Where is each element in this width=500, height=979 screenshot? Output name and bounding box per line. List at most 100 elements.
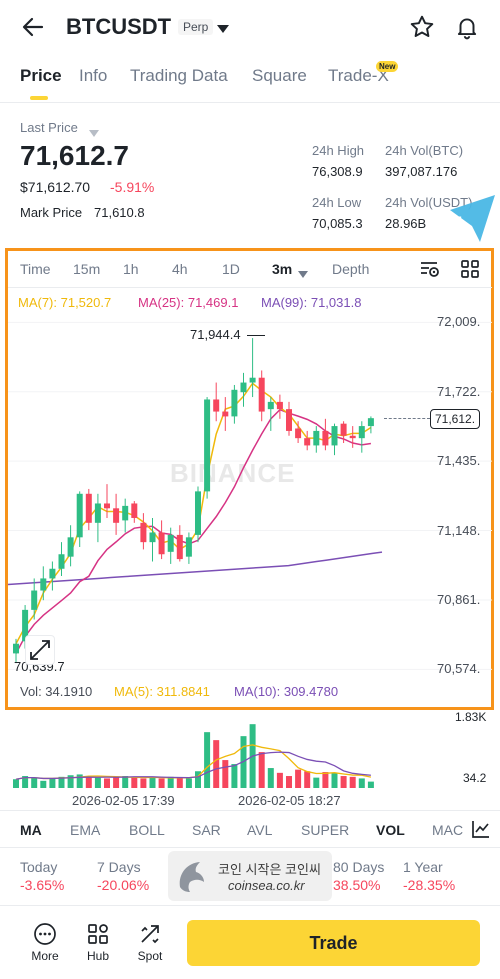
candle-body xyxy=(94,503,101,523)
vol-ma10-legend: MA(10): 309.4780 xyxy=(234,684,339,699)
indicator-vol[interactable]: VOL xyxy=(376,822,405,838)
tab-info[interactable]: Info xyxy=(79,66,108,85)
indicator-macd[interactable]: MAC xyxy=(432,822,464,838)
volume-bar xyxy=(158,778,165,788)
chart-highlight-frame xyxy=(5,248,494,710)
volume-bar xyxy=(195,771,201,788)
more-icon xyxy=(34,923,56,945)
symbol-dropdown-icon[interactable] xyxy=(216,21,230,33)
volume-bar xyxy=(49,778,56,788)
candle-body xyxy=(76,493,83,538)
bell-icon[interactable] xyxy=(454,14,480,40)
volume-bar xyxy=(140,778,147,788)
indicator-chart-icon[interactable] xyxy=(471,819,491,839)
chart-tab-1h[interactable]: 1h xyxy=(123,261,139,277)
volume-bar xyxy=(185,778,192,788)
candle-body xyxy=(331,426,338,446)
price-axis-label: 70,861. xyxy=(437,591,481,607)
trade-button-label: Trade xyxy=(309,932,358,953)
candle-body xyxy=(267,401,274,410)
chart-tab-15m[interactable]: 15m xyxy=(73,261,101,277)
chart-tabs-divider xyxy=(8,287,492,288)
ma25-line xyxy=(15,408,372,654)
volume-ma-line xyxy=(15,751,371,780)
volume-bar xyxy=(204,732,211,788)
volume-bar xyxy=(176,777,183,788)
more-label: More xyxy=(31,949,59,963)
annotation-number: 1 xyxy=(453,212,466,237)
chart-settings-icon[interactable] xyxy=(419,258,441,280)
chart-tab-depth[interactable]: Depth xyxy=(332,261,370,277)
volume-bar xyxy=(122,776,129,788)
spot-button[interactable]: Spot xyxy=(130,922,170,963)
candle-body xyxy=(176,534,183,560)
chart-tab-1d[interactable]: 1D xyxy=(222,261,240,277)
volume-bar xyxy=(331,772,338,788)
last-price-dropdown-icon[interactable] xyxy=(89,124,99,142)
star-icon[interactable] xyxy=(409,14,435,40)
indicator-ma[interactable]: MA xyxy=(20,822,42,838)
chart-tab-3m[interactable]: 3m xyxy=(272,261,293,277)
price-change: -5.91% xyxy=(110,179,155,195)
high-marker-label: 71,944.4 xyxy=(190,327,241,342)
hub-button[interactable]: Hub xyxy=(78,922,118,963)
volume-bar xyxy=(313,777,320,788)
symbol-title[interactable]: BTCUSDT xyxy=(66,14,172,39)
candle-body xyxy=(158,532,165,555)
candle-body xyxy=(286,409,292,431)
layout-grid-icon[interactable] xyxy=(460,259,480,279)
volume-bar xyxy=(267,768,274,788)
trade-button[interactable]: Trade xyxy=(187,920,480,966)
candle-body xyxy=(276,401,283,410)
indicator-boll[interactable]: BOLL xyxy=(129,822,165,838)
last-price-label: Last Price xyxy=(20,120,78,135)
volume-bar xyxy=(149,777,156,788)
candle-body xyxy=(304,438,311,446)
back-arrow-icon[interactable] xyxy=(20,14,46,40)
tab-trade-x[interactable]: Trade-X xyxy=(328,66,389,85)
more-button[interactable]: More xyxy=(25,922,65,963)
expand-chart-icon[interactable] xyxy=(25,635,55,665)
tab-square[interactable]: Square xyxy=(252,66,307,85)
candlestick-chart[interactable]: BINANCE xyxy=(0,300,500,690)
tab-price[interactable]: Price xyxy=(20,66,62,85)
candle-body xyxy=(13,643,19,654)
indicator-sar[interactable]: SAR xyxy=(192,822,221,838)
candle-body xyxy=(49,568,56,579)
volume-bar xyxy=(22,776,29,788)
mark-price-value: 71,610.8 xyxy=(94,205,145,220)
pointer-annotation xyxy=(440,192,500,247)
volume-bar xyxy=(276,772,283,788)
ma99-legend: MA(99): 71,031.8 xyxy=(261,295,362,310)
candle-body xyxy=(185,537,192,557)
volume-bar xyxy=(113,776,120,788)
volume-bar xyxy=(295,769,302,788)
candle-body xyxy=(195,491,201,535)
indicator-ema[interactable]: EMA xyxy=(70,822,101,838)
time-axis-divider xyxy=(0,810,500,811)
ma7-line xyxy=(15,382,372,645)
volume-bar xyxy=(367,781,374,788)
volume-bar xyxy=(304,771,311,788)
volume-bar xyxy=(258,752,265,788)
chart-tab-time[interactable]: Time xyxy=(20,261,51,277)
candle-body xyxy=(67,537,74,557)
indicator-divider xyxy=(0,847,500,848)
perf-80d-value: 38.50% xyxy=(333,877,381,893)
interval-dropdown-icon[interactable] xyxy=(298,265,308,283)
chart-tab-4h[interactable]: 4h xyxy=(172,261,188,277)
perf-80d-label: 80 Days xyxy=(333,859,385,875)
candle-body xyxy=(31,590,38,610)
ad-line-1: 코인 시작은 코인씨 xyxy=(218,862,321,877)
last-price-value: 71,612.7 xyxy=(20,140,129,171)
perf-1y-value: -28.35% xyxy=(403,877,456,893)
indicator-super[interactable]: SUPER xyxy=(301,822,350,838)
candle-body xyxy=(22,609,29,642)
hub-icon xyxy=(88,924,108,944)
perf-7d-value: -20.06% xyxy=(97,877,150,893)
candle-body xyxy=(213,399,220,412)
low-value: 70,085.3 xyxy=(312,216,363,231)
volume-bar xyxy=(231,764,238,788)
indicator-avl[interactable]: AVL xyxy=(247,822,273,838)
tab-trading-data[interactable]: Trading Data xyxy=(130,66,228,85)
